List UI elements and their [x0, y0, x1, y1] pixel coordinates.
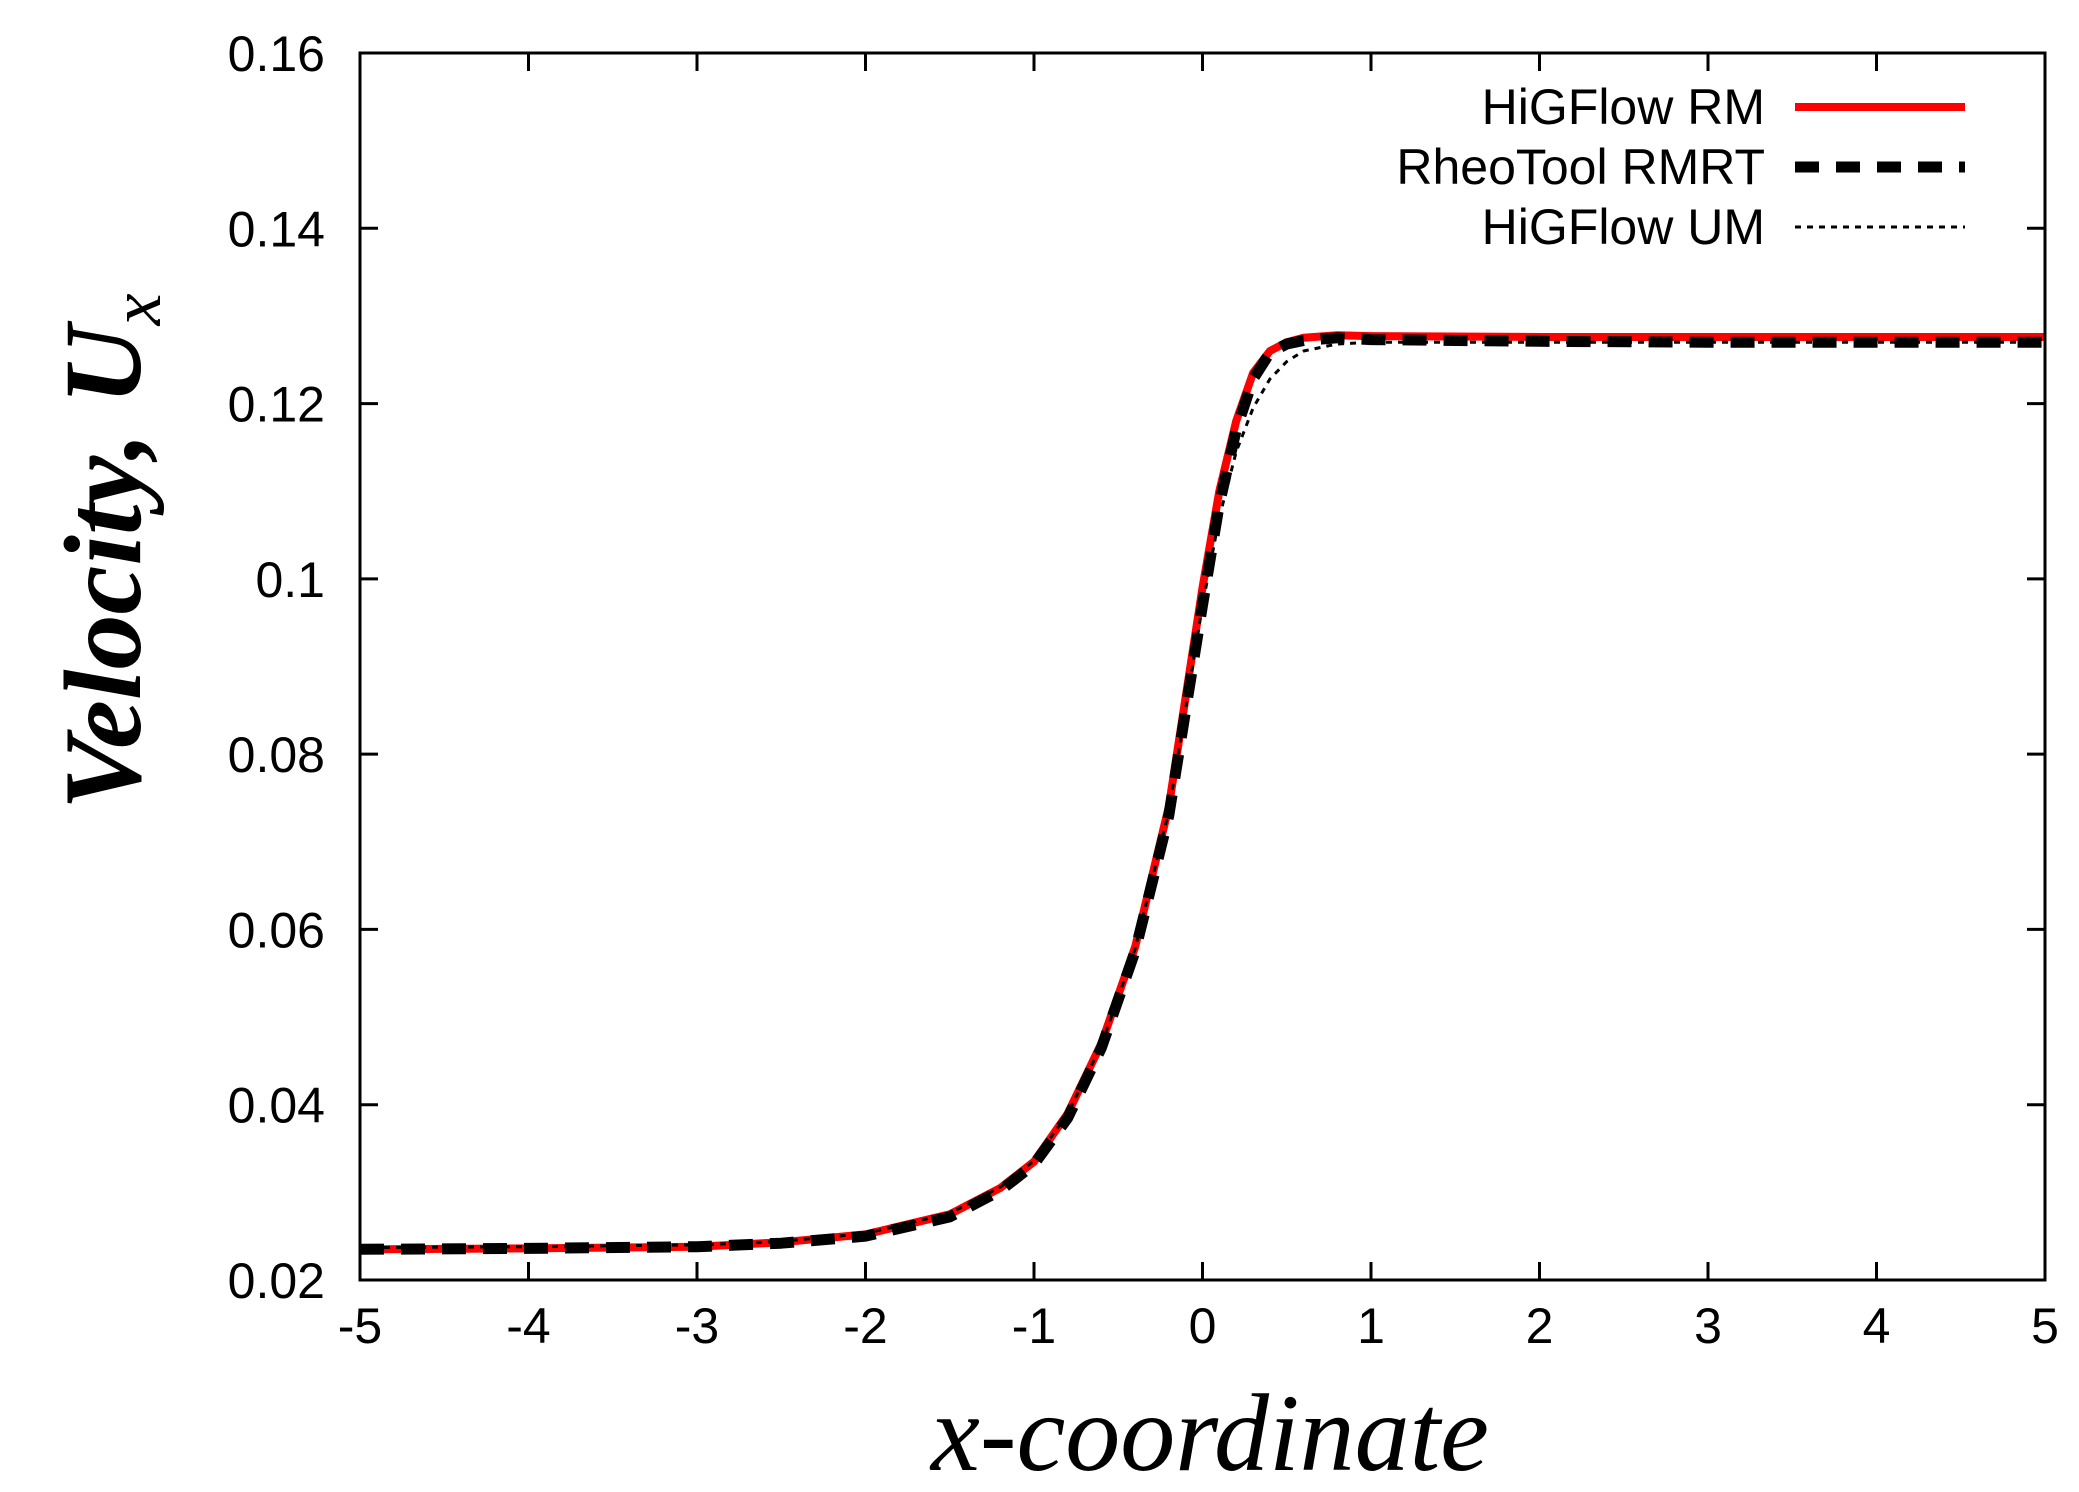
x-tick-label: 5	[2031, 1298, 2059, 1354]
ticks-layer	[358, 51, 2047, 1282]
y-tick-label: 0.1	[255, 552, 325, 608]
series-line-higflow-um	[359, 340, 2045, 1250]
y-tick-label: 0.06	[228, 902, 325, 958]
series-line-rheotool-rmrt	[359, 332, 2045, 1255]
plot-frame	[358, 51, 2047, 1282]
y-tick-label: 0.08	[228, 727, 325, 783]
x-tick-label: -2	[843, 1298, 887, 1354]
series-layer	[359, 331, 2045, 1255]
y-tick-label: 0.14	[228, 201, 325, 257]
x-tick-label: -3	[675, 1298, 719, 1354]
y-tick-label: 0.12	[228, 377, 325, 433]
legend-label-rheotool-rmrt: RheoTool RMRT	[1396, 139, 1765, 195]
x-tick-label: -5	[338, 1298, 382, 1354]
x-tick-label: -4	[506, 1298, 550, 1354]
x-tick-label: 4	[1863, 1298, 1891, 1354]
x-tick-label: -1	[1012, 1298, 1056, 1354]
tick-labels-layer: -5 -4 -3 -2 -1 0 1 2 3 4 5 0.02 0.04 0.06 0.08 0.1 0.12 0…	[228, 26, 2059, 1354]
series-line-higflow-rm	[359, 331, 2045, 1254]
y-axis-title: Velocity, Ux	[42, 293, 176, 810]
legend-label-higflow-um: HiGFlow UM	[1482, 199, 1765, 255]
y-tick-label: 0.04	[228, 1078, 325, 1134]
y-tick-label: 0.02	[228, 1253, 325, 1309]
x-tick-label: 1	[1357, 1298, 1385, 1354]
x-axis-title: x-coordinate	[929, 1372, 1489, 1492]
y-tick-label: 0.16	[228, 26, 325, 82]
y-axis-title-subscript: x	[96, 293, 176, 326]
x-tick-label: 0	[1189, 1298, 1217, 1354]
legend: HiGFlow RM RheoTool RMRT HiGFlow UM	[1396, 79, 1965, 255]
x-tick-label: 2	[1526, 1298, 1554, 1354]
legend-label-higflow-rm: HiGFlow RM	[1482, 79, 1765, 135]
y-axis-title-main: Velocity, U	[42, 320, 164, 810]
x-tick-label: 3	[1694, 1298, 1722, 1354]
